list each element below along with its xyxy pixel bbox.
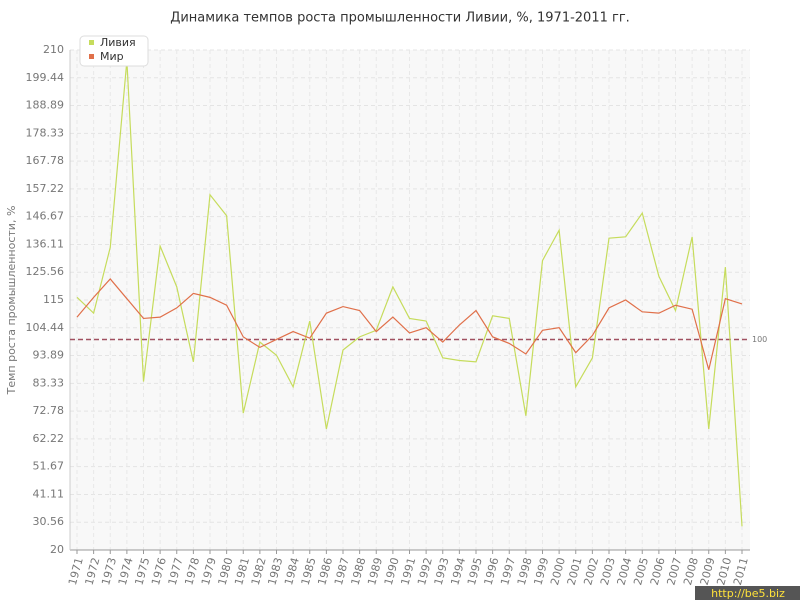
y-tick-label: 199.44 — [26, 71, 65, 84]
series-line — [76, 60, 743, 527]
y-tick-label: 115 — [43, 293, 64, 306]
y-tick-label: 83.33 — [33, 376, 65, 389]
x-tick-label: 2011 — [731, 556, 751, 586]
y-tick-label: 30.56 — [33, 515, 65, 528]
y-tick-label: 178.33 — [26, 126, 65, 139]
y-tick-label: 62.22 — [33, 432, 65, 445]
y-tick-label: 167.78 — [26, 154, 65, 167]
reference-label: 100 — [752, 335, 767, 344]
y-tick-label: 146.67 — [26, 210, 65, 223]
legend-label: Мир — [100, 50, 124, 63]
y-tick-label: 188.89 — [26, 99, 65, 112]
y-tick-label: 157.22 — [26, 182, 65, 195]
series-line — [76, 278, 743, 370]
y-tick-label: 136.11 — [26, 237, 65, 250]
watermark-bg — [695, 586, 800, 600]
y-tick-label: 93.89 — [33, 349, 65, 362]
y-tick-label: 210 — [43, 43, 64, 56]
y-tick-label: 125.56 — [26, 265, 65, 278]
legend-swatch — [89, 54, 94, 59]
chart-title: Динамика темпов роста промышленности Лив… — [170, 11, 630, 26]
legend-label: Ливия — [100, 36, 136, 49]
y-tick-label: 72.78 — [33, 404, 65, 417]
watermark: http://be5.biz — [711, 587, 785, 600]
y-tick-label: 51.67 — [33, 460, 65, 473]
legend-swatch — [89, 40, 94, 45]
y-axis-label: Темп роста промышленности, % — [5, 206, 18, 396]
legend-box — [79, 35, 149, 67]
y-tick-label: 20 — [50, 543, 64, 556]
y-tick-label: 104.44 — [26, 321, 65, 334]
y-tick-label: 41.11 — [33, 487, 65, 500]
